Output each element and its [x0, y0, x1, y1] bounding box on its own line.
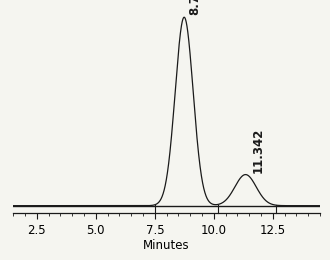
X-axis label: Minutes: Minutes: [143, 239, 190, 252]
Text: 8.742: 8.742: [188, 0, 201, 15]
Text: 11.342: 11.342: [251, 127, 264, 173]
